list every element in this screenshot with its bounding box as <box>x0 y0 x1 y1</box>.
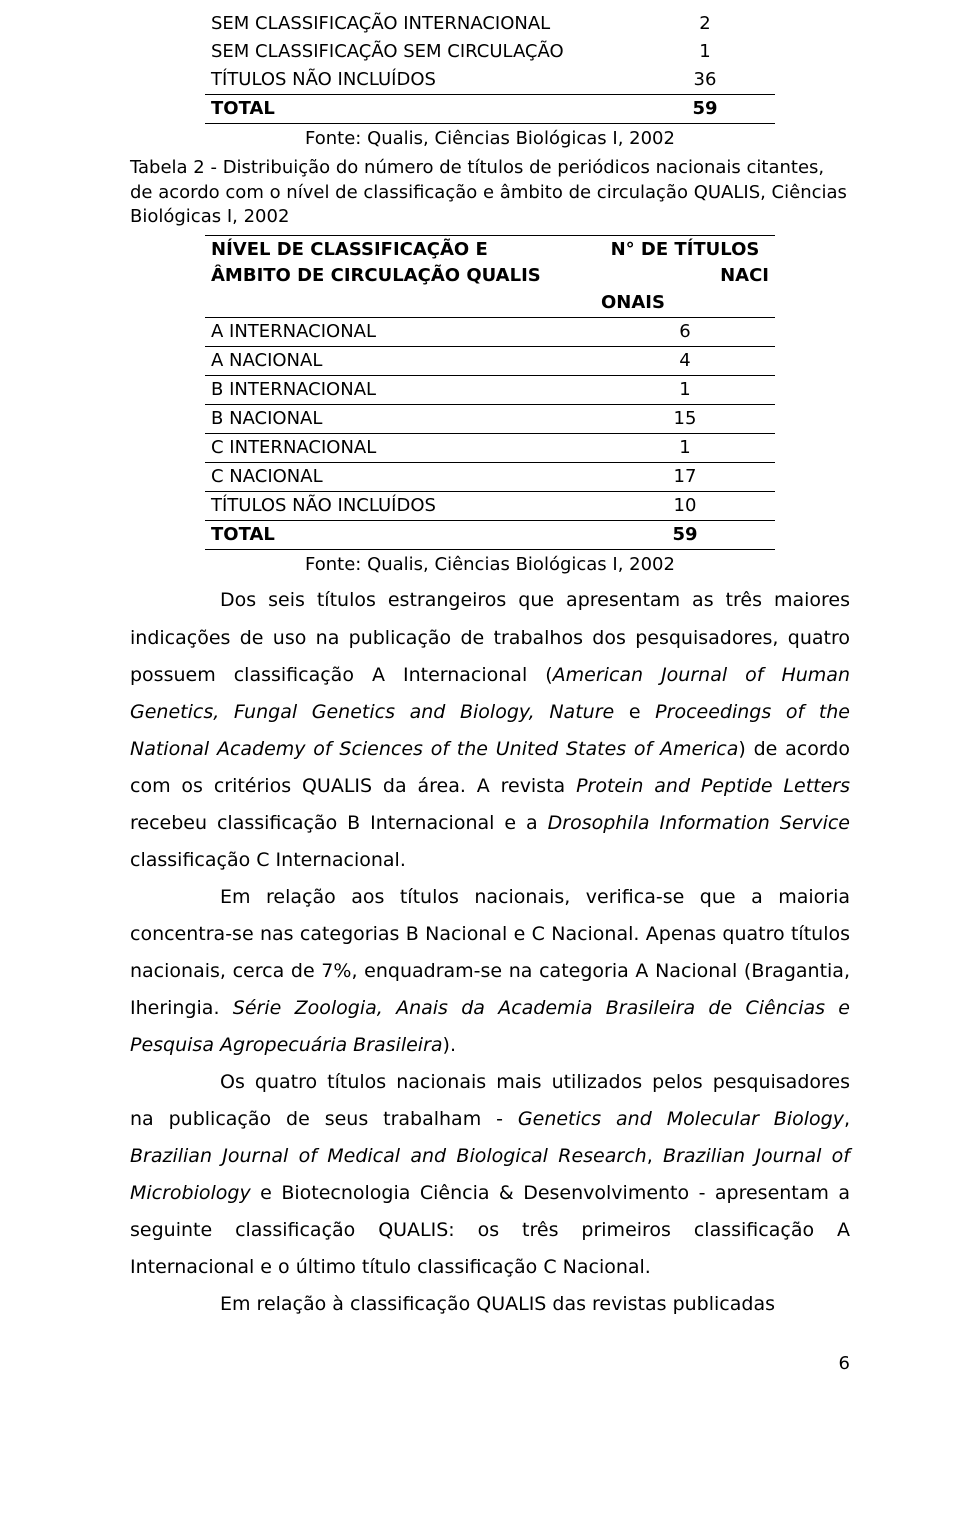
text-run: Em relação à classificação QUALIS das re… <box>220 1293 775 1315</box>
text-run: , <box>844 1108 850 1130</box>
t1-row-label: SEM CLASSIFICAÇÃO INTERNACIONAL <box>205 10 635 38</box>
t2-row-label: C NACIONAL <box>205 463 595 492</box>
italic-run: Genetics and Molecular Biology <box>518 1108 844 1130</box>
t2-header-left-l1: NÍVEL DE CLASSIFICAÇÃO E <box>211 239 488 260</box>
t2-row-label: A NACIONAL <box>205 346 595 375</box>
paragraph-3: Os quatro títulos nacionais mais utiliza… <box>130 1064 850 1286</box>
t2-header-right-l3: ONAIS <box>601 290 769 316</box>
table-2-caption: Tabela 2 - Distribuição do número de tít… <box>130 156 850 229</box>
t2-row-label: TÍTULOS NÃO INCLUÍDOS <box>205 492 595 521</box>
t1-row-value: 36 <box>635 66 775 95</box>
t2-row-value: 17 <box>595 463 775 492</box>
t2-row-value: 1 <box>595 375 775 404</box>
table-1-source: Fonte: Qualis, Ciências Biológicas I, 20… <box>130 126 850 152</box>
t1-row-label: SEM CLASSIFICAÇÃO SEM CIRCULAÇÃO <box>205 38 635 66</box>
page-number: 6 <box>130 1351 850 1377</box>
t1-row-value: 2 <box>635 10 775 38</box>
t2-row-value: 15 <box>595 404 775 433</box>
italic-run: Protein and Peptide Letters <box>576 775 850 797</box>
italic-run: Brazilian Journal of Medical and Biologi… <box>130 1145 647 1167</box>
t1-row-label: TÍTULOS NÃO INCLUÍDOS <box>205 66 635 95</box>
t2-total-value: 59 <box>595 521 775 550</box>
t2-header-right: N° DE TÍTULOS NACI ONAIS <box>595 236 775 317</box>
t2-row-label: B INTERNACIONAL <box>205 375 595 404</box>
italic-run: Drosophila Information Service <box>548 812 850 834</box>
t1-row-value: 1 <box>635 38 775 66</box>
table-1-fragment: SEM CLASSIFICAÇÃO INTERNACIONAL2 SEM CLA… <box>205 10 775 124</box>
t1-total-value: 59 <box>635 95 775 124</box>
italic-run: Série Zoologia, Anais da Academia Brasil… <box>130 997 850 1056</box>
t2-row-value: 4 <box>595 346 775 375</box>
t2-header-left-l2: ÂMBITO DE CIRCULAÇÃO QUALIS <box>211 265 541 286</box>
text-run: e <box>614 701 655 723</box>
t2-header-left: NÍVEL DE CLASSIFICAÇÃO E ÂMBITO DE CIRCU… <box>205 236 595 317</box>
text-run: classificação C Internacional. <box>130 849 406 871</box>
t2-row-value: 10 <box>595 492 775 521</box>
t2-total-label: TOTAL <box>205 521 595 550</box>
t2-row-value: 6 <box>595 317 775 346</box>
text-run: recebeu classificação B Internacional e … <box>130 812 548 834</box>
text-run: , <box>647 1145 663 1167</box>
paragraph-4: Em relação à classificação QUALIS das re… <box>130 1286 850 1323</box>
paragraph-2: Em relação aos títulos nacionais, verifi… <box>130 879 850 1064</box>
table-2: NÍVEL DE CLASSIFICAÇÃO E ÂMBITO DE CIRCU… <box>205 235 775 550</box>
t2-row-value: 1 <box>595 434 775 463</box>
t2-header-right-l2: NACI <box>601 263 769 289</box>
t2-header-right-l1: N° DE TÍTULOS <box>601 237 769 263</box>
t2-row-label: B NACIONAL <box>205 404 595 433</box>
text-run: ). <box>443 1034 456 1056</box>
paragraph-1: Dos seis títulos estrangeiros que aprese… <box>130 582 850 878</box>
t2-row-label: A INTERNACIONAL <box>205 317 595 346</box>
table-2-source: Fonte: Qualis, Ciências Biológicas I, 20… <box>130 552 850 578</box>
t1-total-label: TOTAL <box>205 95 635 124</box>
t2-row-label: C INTERNACIONAL <box>205 434 595 463</box>
